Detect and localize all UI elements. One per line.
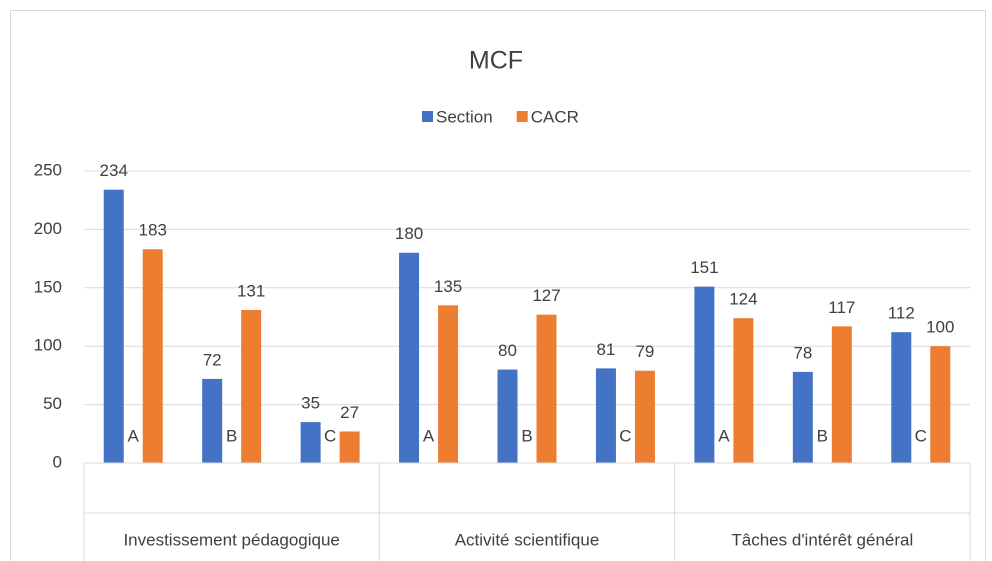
bar (300, 422, 321, 463)
y-tick-label: 150 (34, 277, 62, 296)
bar (930, 346, 951, 463)
group-label: Activité scientifique (455, 530, 600, 549)
group-label: Tâches d'intérêt général (731, 530, 913, 549)
legend-swatch (516, 111, 528, 122)
bar (595, 368, 616, 463)
bar (103, 189, 124, 464)
data-label: 135 (434, 277, 462, 296)
y-tick-label: 250 (34, 160, 62, 179)
data-label: 234 (100, 161, 128, 180)
x-tick-label: A (718, 426, 730, 445)
data-label: 183 (139, 221, 167, 240)
data-label: 27 (340, 403, 359, 422)
legend-label: CACR (531, 107, 579, 126)
bar (497, 369, 518, 463)
chart-frame (10, 10, 986, 561)
bar (241, 309, 262, 463)
data-label: 81 (596, 340, 615, 359)
legend-label: Section (436, 107, 493, 126)
data-label: 78 (793, 343, 812, 362)
y-tick-label: 200 (34, 219, 62, 238)
data-label: 151 (690, 258, 718, 277)
bar (634, 370, 655, 463)
bar (202, 378, 223, 463)
bar (694, 286, 715, 463)
y-tick-label: 50 (43, 394, 62, 413)
data-label: 100 (926, 318, 954, 337)
data-label: 79 (635, 342, 654, 361)
data-label: 72 (203, 350, 222, 369)
x-tick-label: B (817, 426, 828, 445)
data-label: 131 (237, 281, 265, 300)
y-tick-label: 100 (34, 336, 62, 355)
bar (438, 305, 459, 463)
x-tick-label: C (915, 426, 927, 445)
bar (142, 249, 163, 463)
x-tick-label: A (423, 426, 435, 445)
x-tick-label: B (521, 426, 532, 445)
data-label: 180 (395, 224, 423, 243)
bar (399, 252, 420, 463)
legend-swatch (422, 111, 433, 122)
x-tick-label: A (128, 426, 140, 445)
data-label: 35 (301, 394, 320, 413)
data-label: 117 (828, 298, 855, 317)
x-tick-label: C (324, 426, 336, 445)
x-tick-label: B (226, 426, 237, 445)
y-tick-label: 0 (53, 452, 62, 471)
bar (792, 371, 813, 463)
bar (733, 318, 754, 463)
data-label: 124 (729, 290, 757, 309)
x-tick-label: C (619, 426, 631, 445)
data-label: 80 (498, 341, 517, 360)
bar (339, 431, 360, 463)
bar (536, 314, 557, 463)
bar (831, 326, 852, 463)
bar (891, 332, 912, 463)
data-label: 127 (532, 286, 560, 305)
data-label: 112 (888, 304, 915, 323)
chart-title: MCF (469, 47, 523, 75)
group-label: Investissement pédagogique (123, 530, 339, 549)
